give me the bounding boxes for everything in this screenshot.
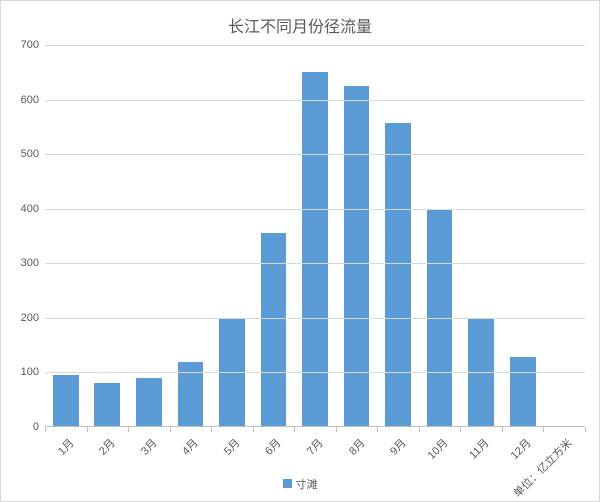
x-tick-label: 7月 [303, 435, 326, 458]
y-tick-label: 300 [21, 257, 45, 269]
bar [178, 362, 204, 427]
y-tick-label: 100 [21, 366, 45, 378]
legend-swatch [283, 479, 292, 488]
y-tick-label: 400 [21, 203, 45, 215]
gridline [45, 100, 585, 101]
gridline [45, 209, 585, 210]
gridline [45, 372, 585, 373]
x-tick-label: 6月 [261, 435, 284, 458]
plot-area: 0100200300400500600700 [45, 45, 585, 427]
gridline [45, 318, 585, 319]
x-tick-label: 4月 [178, 435, 201, 458]
bar [385, 123, 411, 428]
y-tick-label: 600 [21, 94, 45, 106]
x-tick-label: 11月 [465, 435, 492, 462]
x-tick-label: 1月 [54, 435, 77, 458]
x-tick-label: 10月 [423, 435, 451, 463]
y-tick-label: 0 [33, 421, 45, 433]
gridline [45, 45, 585, 46]
y-tick-label: 700 [21, 39, 45, 51]
x-tick-label: 5月 [220, 435, 243, 458]
y-tick-label: 500 [21, 148, 45, 160]
bars-layer [45, 45, 585, 427]
bar [510, 357, 536, 427]
chart-frame: 长江不同月份径流量 0100200300400500600700 1月2月3月4… [0, 0, 600, 502]
x-labels-layer: 1月2月3月4月5月6月7月8月9月10月11月12月单位：亿立方米 [45, 429, 585, 479]
bar [53, 375, 79, 427]
gridline [45, 263, 585, 264]
bar [302, 72, 328, 427]
x-tick-label: 9月 [386, 435, 409, 458]
legend: 寸滩 [1, 475, 599, 493]
chart-title: 长江不同月份径流量 [1, 13, 599, 37]
x-tick-label: 2月 [95, 435, 118, 458]
y-tick-label: 200 [21, 312, 45, 324]
legend-label: 寸滩 [296, 479, 318, 491]
x-tick-label: 8月 [344, 435, 367, 458]
x-tick [585, 427, 586, 432]
bar [136, 378, 162, 427]
bar [344, 86, 370, 427]
bar [94, 383, 120, 427]
x-tick-label: 3月 [137, 435, 160, 458]
gridline [45, 154, 585, 155]
x-tick-label: 12月 [506, 435, 534, 463]
